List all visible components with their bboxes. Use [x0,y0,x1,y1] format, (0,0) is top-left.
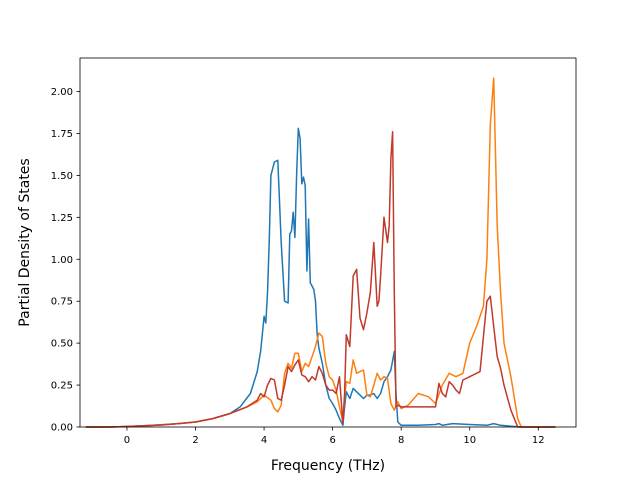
y-tick-label: 0.75 [51,297,73,308]
x-tick-label: 2 [192,435,198,446]
x-tick-label: 6 [329,435,335,446]
y-tick-label: 0.25 [51,381,73,392]
y-tick-label: 1.75 [51,129,73,140]
y-tick-label: 2.00 [51,87,73,98]
series-line-3 [85,131,556,428]
series-line-2 [85,77,556,428]
x-tick-label: 10 [463,435,476,446]
y-axis-ticks: 0.00 0.25 0.50 0.75 1.00 1.25 1.50 1.75 2.00 [51,87,80,434]
x-axis-label: Frequency (THz) [271,458,385,474]
y-tick-label: 1.50 [51,171,73,182]
y-axis-label: Partial Density of States [17,158,33,326]
series-line-1 [85,127,556,428]
y-tick-label: 0.00 [51,423,73,434]
y-tick-label: 1.25 [51,213,73,224]
y-tick-label: 0.50 [51,339,73,350]
x-tick-label: 0 [124,435,130,446]
plot-frame [79,57,577,428]
x-tick-label: 12 [532,435,545,446]
x-tick-label: 8 [398,435,404,446]
x-axis-ticks: 0 2 4 6 8 10 12 [124,427,545,446]
series-layer [85,77,556,428]
x-tick-label: 4 [261,435,267,446]
y-tick-label: 1.00 [51,255,73,266]
